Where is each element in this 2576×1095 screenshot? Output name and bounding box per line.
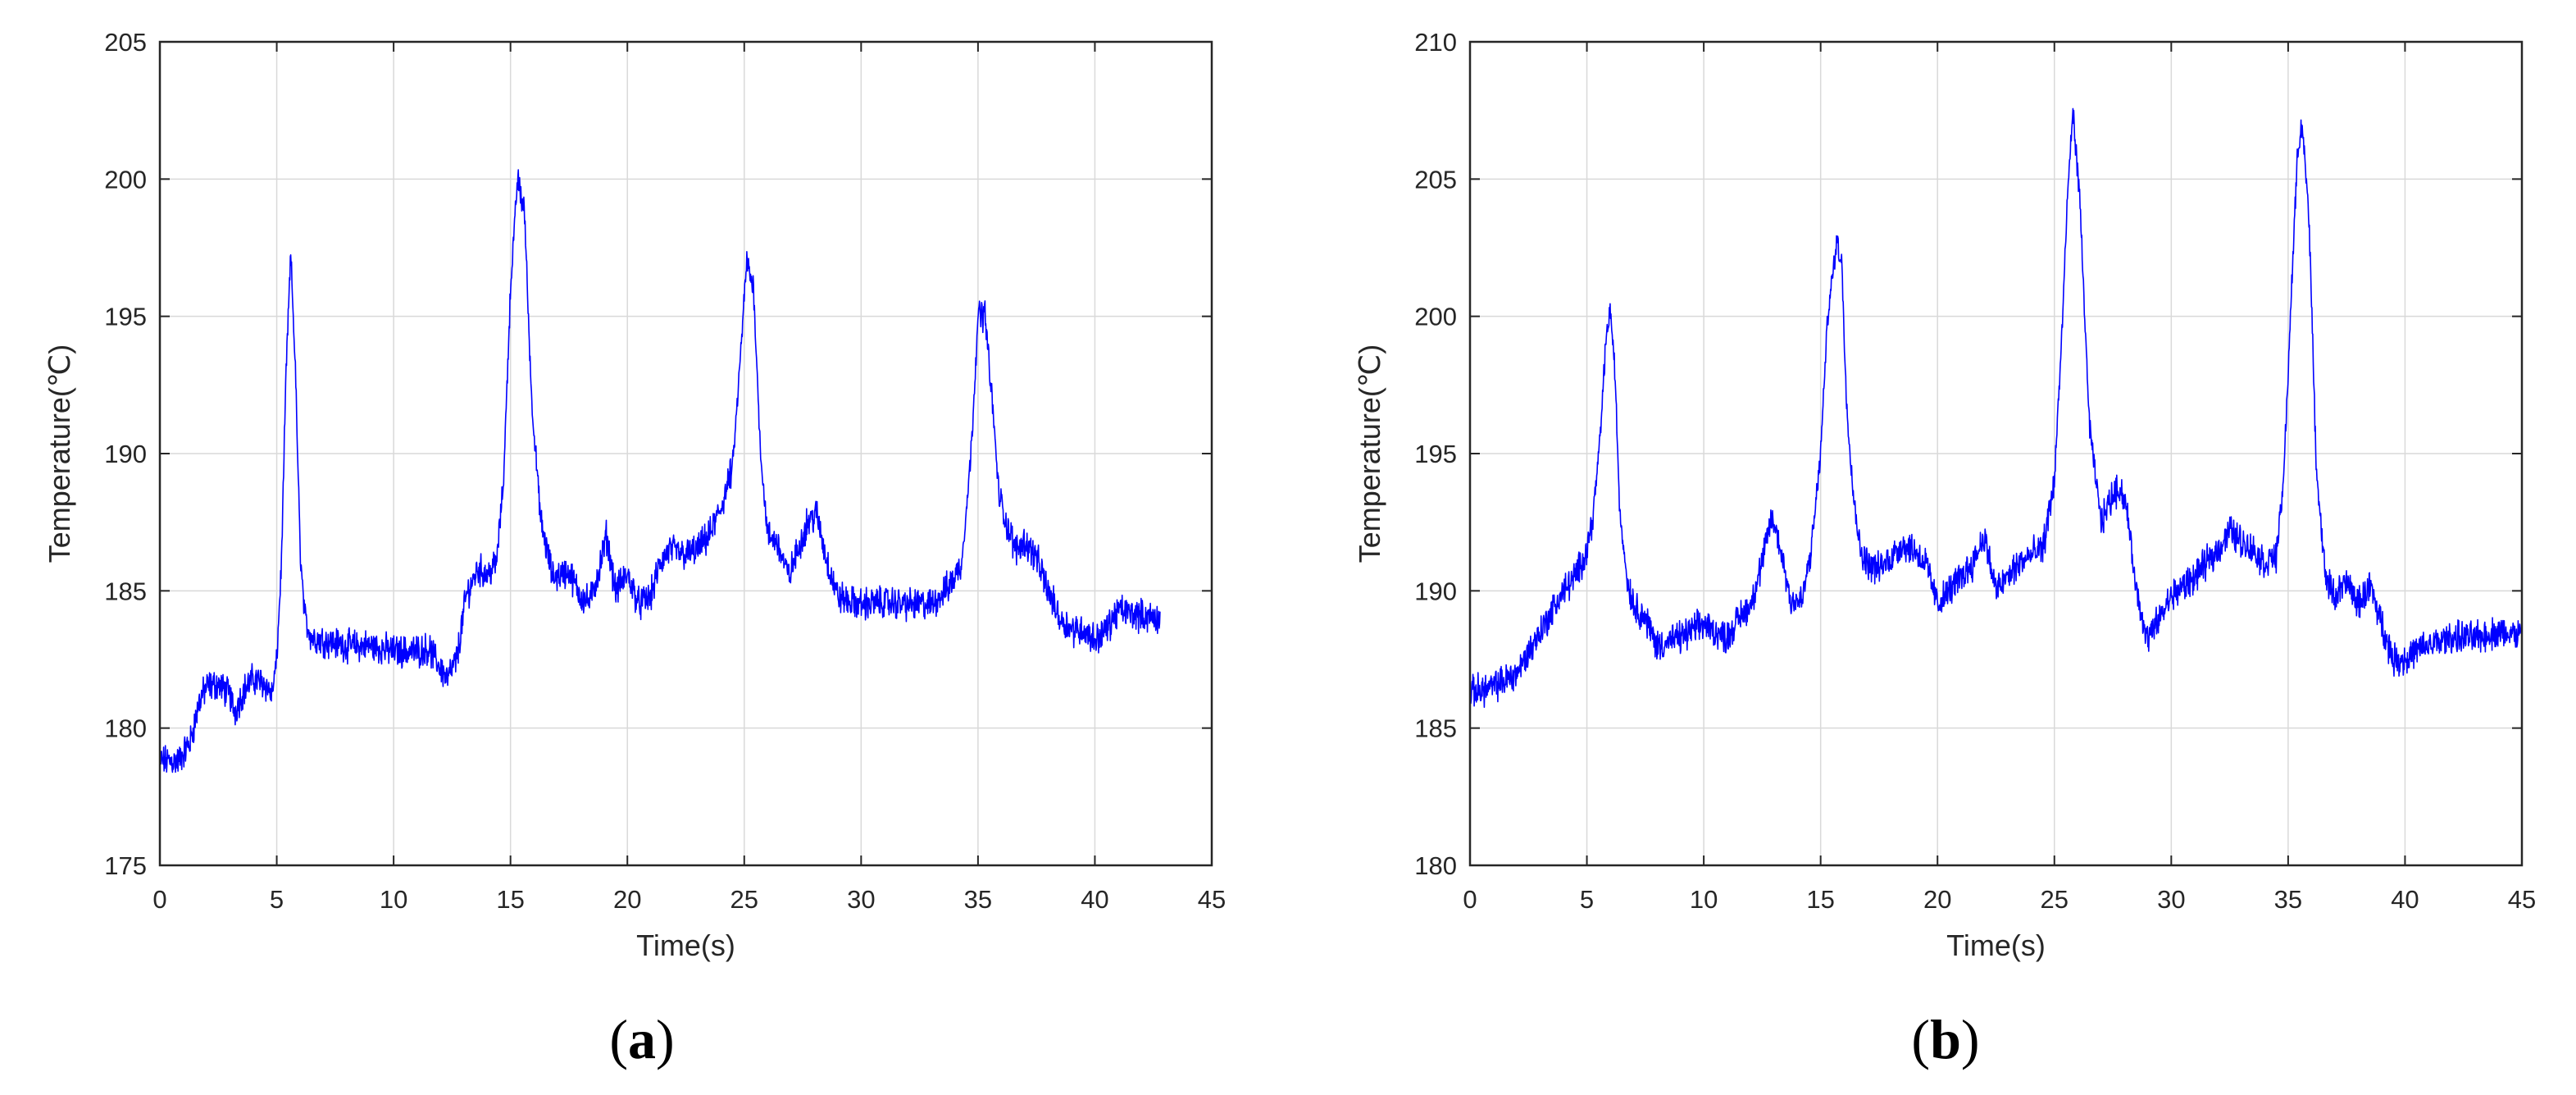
y-tick-label: 185 bbox=[1414, 714, 1457, 743]
x-tick-label: 45 bbox=[1198, 885, 1226, 914]
data-series-line bbox=[159, 169, 1161, 773]
caption-open-paren: ( bbox=[609, 1008, 628, 1070]
x-axis-label: Time(s) bbox=[1946, 928, 2046, 962]
x-tick-label: 20 bbox=[613, 885, 641, 914]
x-tick-label: 10 bbox=[1690, 885, 1718, 914]
x-tick-label: 10 bbox=[380, 885, 407, 914]
y-tick-label: 195 bbox=[1414, 440, 1457, 468]
y-tick-label: 200 bbox=[1414, 303, 1457, 331]
y-axis-label: Temperature(℃) bbox=[1353, 344, 1386, 563]
x-tick-label: 45 bbox=[2508, 885, 2536, 914]
x-tick-label: 0 bbox=[152, 885, 166, 914]
x-tick-label: 30 bbox=[2157, 885, 2185, 914]
x-axis-label: Time(s) bbox=[636, 928, 735, 962]
chart-panel-a: 0 5 10 15 20 25 30 35 40 45 175 180 185 190 195 200 205 T… bbox=[43, 28, 1226, 1070]
caption-close-paren: ) bbox=[656, 1008, 675, 1070]
caption-letter: b bbox=[1930, 1008, 1961, 1070]
y-tick-label: 210 bbox=[1414, 28, 1457, 57]
caption-letter: a bbox=[628, 1008, 656, 1070]
y-tick-label: 200 bbox=[104, 165, 147, 194]
x-tick-label: 40 bbox=[2391, 885, 2419, 914]
x-tick-label: 25 bbox=[2041, 885, 2069, 914]
panel-caption: (a) bbox=[609, 1008, 674, 1070]
x-tick-label: 20 bbox=[1923, 885, 1951, 914]
x-tick-label: 15 bbox=[496, 885, 524, 914]
data-series-line bbox=[1469, 107, 2523, 708]
x-tick-label: 15 bbox=[1806, 885, 1834, 914]
y-tick-label: 190 bbox=[104, 440, 147, 468]
panel-caption: (b) bbox=[1911, 1008, 1979, 1070]
chart-panel-b: 0 5 10 15 20 25 30 35 40 45 180 185 190 195 200 205 210 T… bbox=[1353, 28, 2536, 1070]
y-tick-label: 190 bbox=[1414, 577, 1457, 605]
y-tick-label: 175 bbox=[104, 851, 147, 880]
y-tick-label: 185 bbox=[104, 577, 147, 605]
caption-open-paren: ( bbox=[1911, 1008, 1930, 1070]
x-tick-label: 0 bbox=[1463, 885, 1477, 914]
y-tick-label: 180 bbox=[104, 714, 147, 743]
y-axis-label: Temperature(℃) bbox=[43, 344, 76, 563]
y-tick-label: 195 bbox=[104, 303, 147, 331]
x-tick-label: 25 bbox=[730, 885, 758, 914]
y-tick-label: 205 bbox=[1414, 165, 1457, 194]
x-tick-label: 40 bbox=[1081, 885, 1108, 914]
x-tick-label: 35 bbox=[2274, 885, 2302, 914]
y-tick-label: 180 bbox=[1414, 851, 1457, 880]
y-tick-label: 205 bbox=[104, 28, 147, 57]
x-tick-label: 5 bbox=[270, 885, 284, 914]
x-tick-label: 30 bbox=[847, 885, 875, 914]
x-tick-label: 5 bbox=[1580, 885, 1594, 914]
caption-close-paren: ) bbox=[1961, 1008, 1980, 1070]
x-tick-label: 35 bbox=[964, 885, 992, 914]
